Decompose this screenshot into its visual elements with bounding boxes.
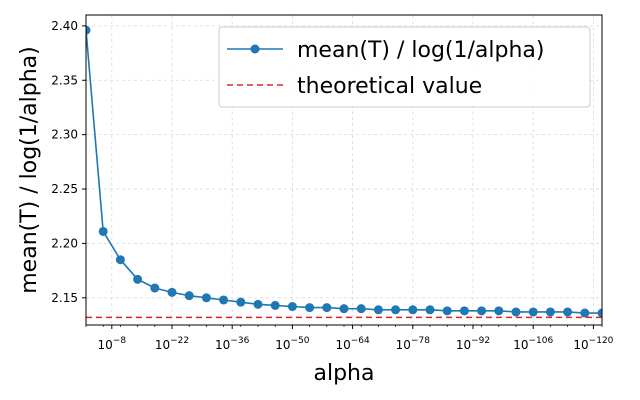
data-point	[425, 305, 435, 315]
legend: mean(T) / log(1/alpha) theoretical value	[218, 26, 591, 108]
x-axis-label: alpha	[314, 361, 375, 386]
data-point	[253, 299, 263, 309]
data-point	[442, 306, 452, 316]
data-point	[391, 305, 401, 315]
legend-label-mean: mean(T) / log(1/alpha)	[297, 38, 545, 63]
x-tick-label: 10−78	[396, 336, 431, 352]
data-point	[563, 307, 573, 317]
data-point	[184, 291, 194, 301]
y-axis-ticks: 2.15 2.20 2.25 2.30 2.35 2.40	[51, 19, 86, 305]
data-point	[115, 255, 125, 265]
y-tick-label: 2.25	[51, 182, 78, 196]
legend-box	[218, 26, 591, 108]
data-point	[236, 297, 246, 307]
y-tick-label: 2.40	[51, 19, 78, 33]
data-point	[511, 307, 521, 317]
data-point	[528, 307, 538, 317]
data-point	[219, 295, 229, 305]
data-point	[339, 304, 349, 314]
data-point	[580, 308, 590, 318]
series-layer	[86, 25, 602, 318]
data-point	[477, 306, 487, 316]
data-point	[459, 306, 469, 316]
x-tick-label: 10−120	[573, 336, 613, 352]
y-tick-label: 2.30	[51, 128, 78, 142]
data-point	[545, 307, 555, 317]
x-axis-ticks: 10−8 10−22 10−36 10−50 10−64 10−78 10−92 10−106…	[85, 325, 614, 352]
x-tick-label: 10−36	[215, 336, 250, 352]
data-point	[408, 305, 418, 315]
x-tick-label: 10−92	[456, 336, 490, 352]
data-point	[373, 305, 383, 315]
data-point	[201, 293, 211, 303]
legend-label-theoretical: theoretical value	[297, 74, 482, 99]
data-point	[270, 300, 280, 310]
y-tick-label: 2.35	[51, 73, 78, 87]
x-tick-label: 10−8	[98, 336, 127, 352]
data-point	[150, 283, 160, 293]
data-point	[287, 302, 297, 312]
data-point	[133, 274, 143, 284]
x-tick-label: 10−64	[335, 336, 370, 352]
data-point	[305, 303, 315, 313]
data-point	[98, 226, 108, 236]
data-point	[597, 308, 602, 318]
data-point	[356, 304, 366, 314]
data-point	[167, 287, 177, 297]
x-tick-label: 10−106	[513, 336, 553, 352]
y-tick-label: 2.15	[51, 291, 78, 305]
x-tick-label: 10−50	[275, 336, 310, 352]
data-point	[494, 306, 504, 316]
y-tick-label: 2.20	[51, 236, 78, 250]
x-tick-label: 10−22	[155, 336, 189, 352]
legend-marker-mean	[250, 44, 260, 54]
y-axis-label: mean(T) / log(1/alpha)	[17, 46, 42, 294]
data-point	[322, 303, 332, 313]
data-point	[86, 25, 91, 35]
